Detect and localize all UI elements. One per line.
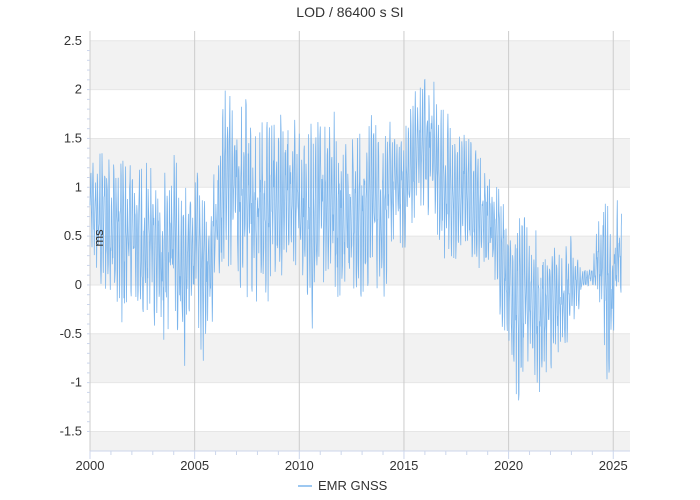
y-tick-label-4: 0.5 xyxy=(64,228,82,243)
x-tick-label-0: 2000 xyxy=(76,458,105,473)
x-tick-label-5: 2025 xyxy=(599,458,628,473)
y-axis-title: ms xyxy=(91,229,106,247)
y-tick-label-6: -0.5 xyxy=(60,326,82,341)
series-line-0 xyxy=(89,78,622,401)
series-emr-gnss xyxy=(89,78,622,401)
x-tick-label-2: 2010 xyxy=(285,458,314,473)
plot-band-4 xyxy=(90,431,630,451)
legend-label-emr-gnss: EMR GNSS xyxy=(318,478,388,493)
axes: 2.5 2 1.5 1 0.5 0 -0.5 -1 -1.5 2000 2005 2010 2015 20… xyxy=(60,33,630,473)
x-tick-label-4: 2020 xyxy=(494,458,523,473)
plot-band-3 xyxy=(90,333,630,383)
x-tick-label-3: 2015 xyxy=(389,458,418,473)
grid-lines xyxy=(89,31,630,451)
plot-band-0 xyxy=(90,40,630,90)
legend[interactable]: EMR GNSS xyxy=(298,478,388,493)
chart-title: LOD / 86400 s SI xyxy=(296,4,403,20)
x-tick-label-1: 2005 xyxy=(180,458,209,473)
y-tick-label-8: -1.5 xyxy=(60,423,82,438)
y-tick-label-2: 1.5 xyxy=(64,130,82,145)
y-tick-label-1: 2 xyxy=(75,82,82,97)
y-tick-label-5: 0 xyxy=(75,277,82,292)
y-tick-label-3: 1 xyxy=(75,179,82,194)
y-tick-label-0: 2.5 xyxy=(64,33,82,48)
y-tick-label-7: -1 xyxy=(70,375,82,390)
